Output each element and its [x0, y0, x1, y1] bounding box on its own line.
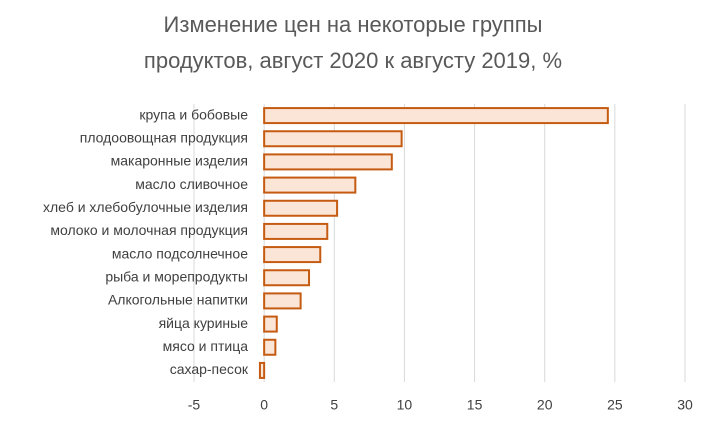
y-tick-label: Алкогольные напитки [108, 292, 248, 308]
y-tick-label: плодоовощная продукция [80, 129, 248, 145]
bar [263, 222, 329, 240]
bar [263, 269, 311, 287]
y-tick-label: мясо и птица [163, 338, 249, 354]
y-tick-label: молоко и молочная продукция [50, 222, 248, 238]
y-tick-label: масло сливочное [135, 176, 248, 192]
bar [263, 246, 322, 264]
bar [263, 338, 277, 356]
y-tick-label: масло подсолнечное [112, 245, 248, 261]
x-tick-label: 30 [677, 397, 693, 413]
x-tick-label: 20 [537, 397, 553, 413]
y-tick-label: хлеб и хлебобулочные изделия [43, 199, 248, 215]
chart-title: продуктов, август 2020 к августу 2019, % [144, 48, 562, 73]
bar [263, 199, 339, 217]
bar [263, 176, 357, 194]
bar [258, 361, 266, 379]
y-tick-label: сахар-песок [170, 361, 249, 377]
bar [263, 107, 609, 125]
bar [263, 130, 403, 148]
chart-title: Изменение цен на некоторые группы [164, 12, 543, 37]
x-tick-label: 0 [260, 397, 268, 413]
bar [263, 315, 278, 333]
y-tick-label: рыба и морепродукты [105, 268, 248, 284]
x-tick-label: 15 [467, 397, 483, 413]
x-tick-label: -5 [188, 397, 201, 413]
x-tick-label: 5 [330, 397, 338, 413]
y-tick-label: крупа и бобовые [139, 106, 248, 122]
x-tick-label: 10 [397, 397, 413, 413]
bar [263, 153, 393, 171]
y-tick-label: яйца куриные [159, 315, 249, 331]
y-tick-label: макаронные изделия [111, 153, 248, 169]
bar [263, 292, 302, 310]
x-tick-label: 25 [607, 397, 623, 413]
